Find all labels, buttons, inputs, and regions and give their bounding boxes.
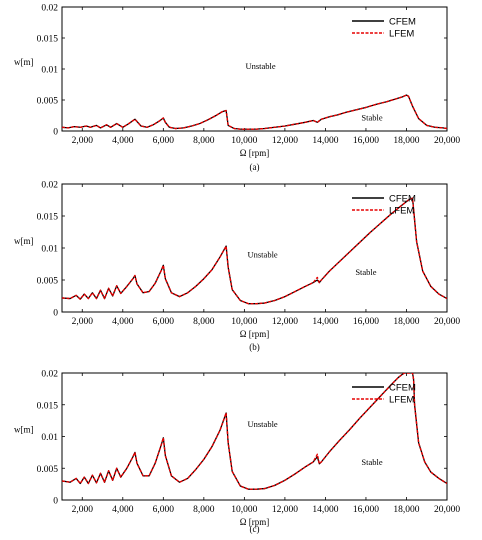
chart-3-x-tick-label: 6,000 <box>153 505 175 515</box>
chart-1-y-tick-label: 0.02 <box>41 4 58 14</box>
chart-2-x-tick-label: 20,000 <box>434 317 460 327</box>
chart-2-x-tick-label: 8,000 <box>193 317 215 327</box>
chart-1-caption: (a) <box>250 162 260 172</box>
chart-3-y-tick-label: 0.015 <box>37 401 59 411</box>
chart-3-annotation-stable: Stable <box>361 457 382 467</box>
chart-3-x-tick-label: 18,000 <box>393 505 419 515</box>
chart-3-x-tick-label: 12,000 <box>272 505 298 515</box>
chart-1-y-tick-label: 0 <box>53 128 58 138</box>
chart-1-y-tick-label: 0.005 <box>37 97 59 107</box>
chart-3-x-tick-label: 10,000 <box>231 505 257 515</box>
chart-3-y-tick-label: 0.01 <box>41 433 58 443</box>
chart-1-series-cfem <box>62 94 447 130</box>
chart-1-x-tick-label: 4,000 <box>112 136 134 146</box>
chart-1-y-tick-label: 0.015 <box>37 35 59 45</box>
chart-2-series-lfem <box>62 197 447 305</box>
chart-2-x-tick-label: 10,000 <box>231 317 257 327</box>
chart-2-annotation-stable: Stable <box>355 267 376 277</box>
chart-2-caption: (b) <box>249 342 260 352</box>
chart-1-annotation-stable: Stable <box>361 112 382 122</box>
chart-1-x-tick-label: 20,000 <box>434 136 460 146</box>
chart-3-y-tick-label: 0 <box>53 497 58 507</box>
chart-2-x-tick-label: 2,000 <box>72 317 94 327</box>
chart-1-x-tick-label: 8,000 <box>193 136 215 146</box>
chart-2-y-tick-label: 0 <box>53 309 58 319</box>
chart-2-x-tick-label: 4,000 <box>112 317 134 327</box>
chart-2-x-tick-label: 16,000 <box>353 317 379 327</box>
chart-1-y-tick-label: 0.01 <box>41 66 58 76</box>
chart-2-y-tick-label: 0.01 <box>41 245 58 255</box>
chart-2-x-tick-label: 6,000 <box>153 317 175 327</box>
chart-2-y-axis-label: w[m] <box>14 236 34 246</box>
chart-2-y-tick-label: 0.015 <box>37 213 59 223</box>
chart-1-y-axis-label: w[m] <box>14 57 34 67</box>
chart-1-x-tick-label: 16,000 <box>353 136 379 146</box>
chart-1-legend-label-lfem: LFEM <box>389 29 414 40</box>
chart-3-legend-label-cfem: CFEM <box>389 383 416 394</box>
chart-3-y-axis-label: w[m] <box>14 425 34 435</box>
chart-1-series-lfem <box>62 94 447 130</box>
chart-3-series-lfem <box>62 373 447 490</box>
chart-1-x-tick-label: 2,000 <box>72 136 94 146</box>
chart-2-y-tick-label: 0.02 <box>41 181 58 191</box>
chart-1-legend-label-cfem: CFEM <box>389 17 416 28</box>
chart-3-x-tick-label: 16,000 <box>353 505 379 515</box>
chart-3-x-tick-label: 20,000 <box>434 505 460 515</box>
chart-2-legend-label-lfem: LFEM <box>389 206 414 217</box>
chart-1-x-tick-label: 6,000 <box>153 136 175 146</box>
chart-3-y-tick-label: 0.02 <box>41 370 58 380</box>
chart-2-y-tick-label: 0.005 <box>37 277 59 287</box>
chart-3-x-tick-label: 2,000 <box>72 505 94 515</box>
chart-3-annotation-unstable: Unstable <box>247 419 277 429</box>
chart-3-y-tick-label: 0.005 <box>37 465 59 475</box>
chart-1-x-tick-label: 12,000 <box>272 136 298 146</box>
chart-2-x-tick-label: 12,000 <box>272 317 298 327</box>
chart-3-legend-label-lfem: LFEM <box>389 395 414 406</box>
chart-1-x-tick-label: 18,000 <box>393 136 419 146</box>
chart-1-annotation-unstable: Unstable <box>245 61 275 71</box>
chart-1-x-tick-label: 10,000 <box>231 136 257 146</box>
chart-2-x-tick-label: 14,000 <box>312 317 338 327</box>
chart-1-x-tick-label: 14,000 <box>312 136 338 146</box>
chart-3-caption: (c) <box>250 524 260 534</box>
chart-3-x-tick-label: 14,000 <box>312 505 338 515</box>
chart-3-x-axis-label: Ω [rpm] <box>240 517 269 527</box>
chart-2-annotation-unstable: Unstable <box>247 250 277 260</box>
chart-3-x-tick-label: 4,000 <box>112 505 134 515</box>
chart-2-legend-label-cfem: CFEM <box>389 194 416 205</box>
chart-3-x-tick-label: 8,000 <box>193 505 215 515</box>
chart-1-x-axis-label: Ω [rpm] <box>240 148 269 158</box>
chart-2-x-tick-label: 18,000 <box>393 317 419 327</box>
chart-2-x-axis-label: Ω [rpm] <box>240 329 269 339</box>
